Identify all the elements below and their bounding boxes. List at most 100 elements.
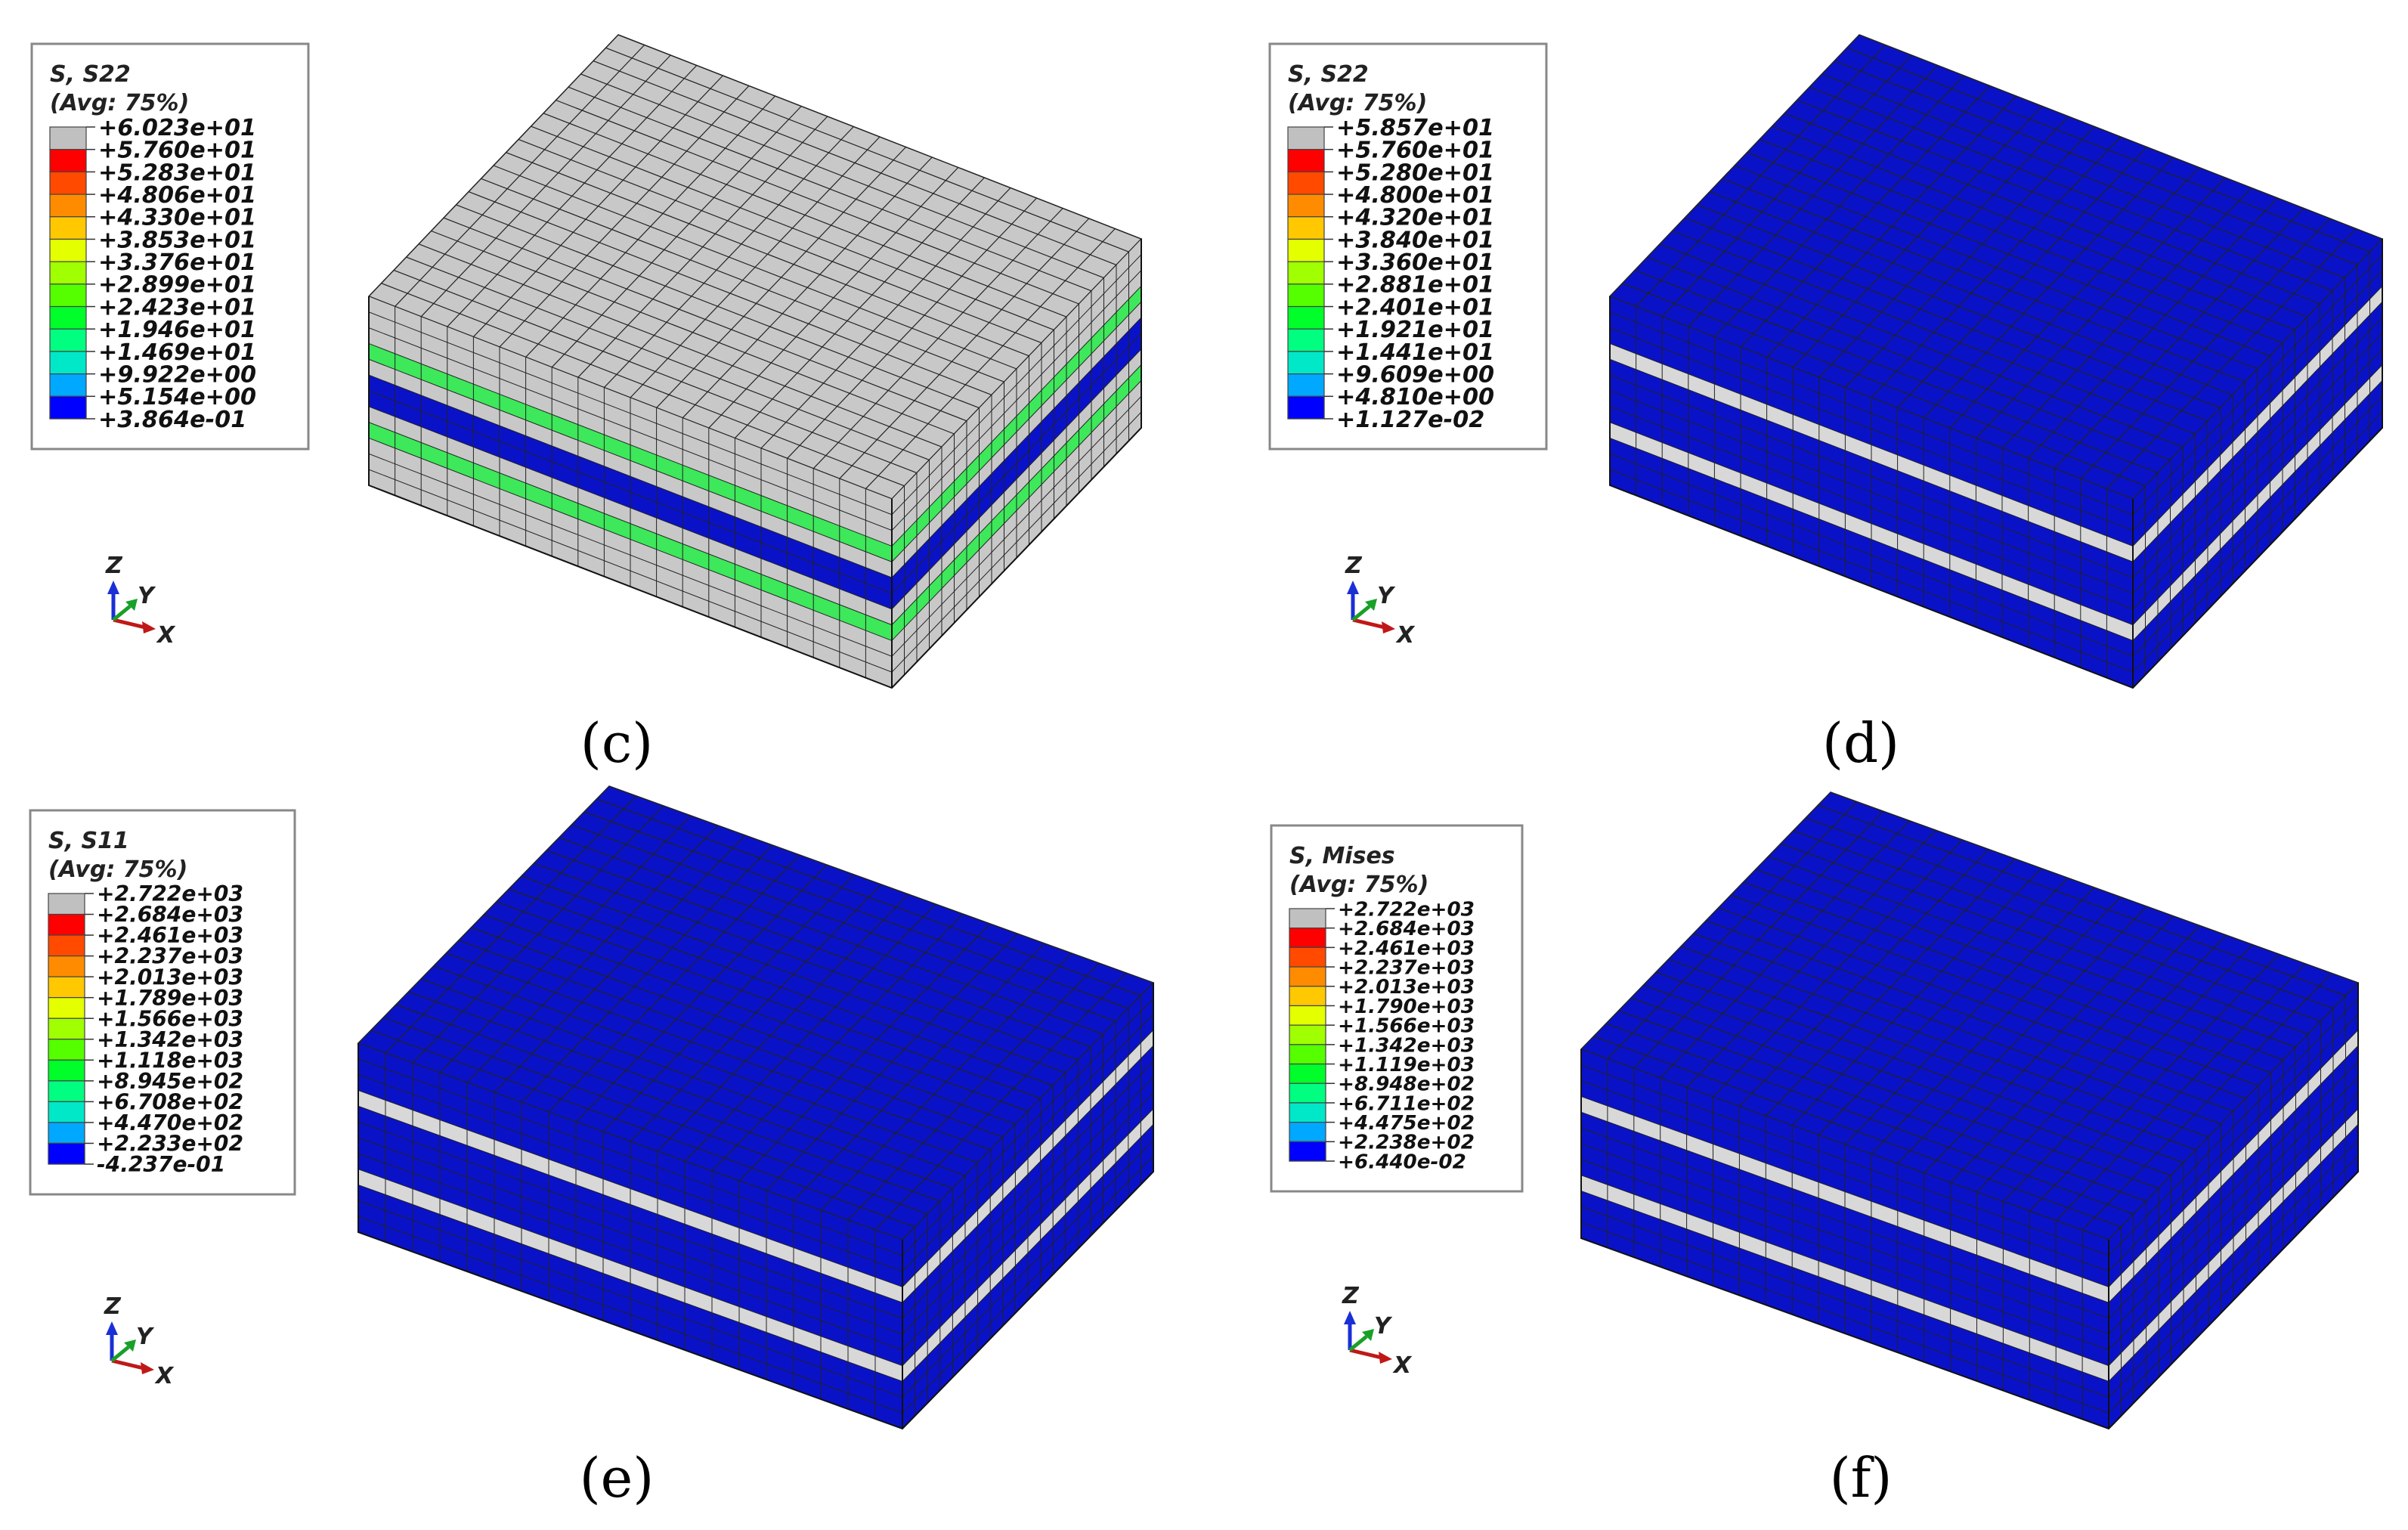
legend-value: +4.800e+01 [1336,182,1494,209]
mesh-line [420,978,966,1176]
y-axis-label: Y [138,583,156,609]
legend-swatch [1287,194,1325,218]
legend-subtitle: (Avg: 75%) [1289,872,1428,898]
x-axis-label: X [1395,622,1416,649]
legend-swatch [1289,1122,1326,1142]
mesh-line [1630,997,2159,1189]
legend-swatch [1289,908,1326,929]
mesh-line [433,965,978,1163]
legend-value: +8.948e+02 [1338,1073,1475,1096]
legend-subtitle: (Avg: 75%) [50,90,189,116]
mesh-line [1784,113,2308,317]
y-axis-arrow [1351,605,1371,621]
legend-swatch [1289,1082,1326,1104]
mesh-line [580,73,1104,279]
mesh-line [1622,283,2146,487]
mesh-line [406,256,930,460]
mesh-line [1821,73,2345,279]
mesh-line [445,952,991,1151]
legend-swatch [1287,373,1325,397]
legend-value: +5.283e+01 [98,160,256,186]
mesh-line [395,1004,941,1202]
mesh-line [370,1030,915,1228]
legend-value: +2.461e+03 [1338,937,1475,960]
panel-d: S, S22(Avg: 75%)+5.857e+01+5.760e+01+5.2… [1268,34,2384,775]
legend-value: -4.237e-01 [97,1152,225,1177]
legend-value: +2.722e+03 [1338,898,1475,921]
legend-swatch [49,194,87,218]
legend-value: +2.237e+03 [97,944,243,969]
mesh-line [531,125,1054,330]
legend-swatch [48,1017,85,1040]
mesh-line [1705,920,2234,1112]
legend-value: +1.118e+03 [97,1048,243,1073]
legend-swatch [1287,328,1325,352]
legend-value: +4.810e+00 [1336,384,1494,410]
mesh-line [1793,830,2321,1022]
legend-swatch [1287,216,1325,240]
legend-swatch [48,1122,85,1144]
legend-value: +9.609e+00 [1336,362,1494,389]
mesh-line [1743,881,2271,1073]
mesh-line [493,165,1017,370]
legend-value: +2.461e+03 [97,923,243,948]
legend-swatch [1287,351,1325,375]
mesh-line [1605,1023,2134,1215]
mesh-line [1680,946,2209,1138]
legend-title: S, S22 [1288,61,1369,88]
legend-swatch [48,1039,85,1061]
x-axis-arrow [1349,1348,1382,1360]
legend-swatch [48,934,85,957]
mesh-line [1797,99,2320,305]
legend-value: +1.342e+03 [97,1027,243,1052]
mesh-line [596,798,1141,996]
mesh-line [556,99,1079,305]
mesh-line [1722,178,2246,382]
legend-value: +6.711e+02 [1338,1092,1475,1115]
panel-caption: (d) [1822,711,1899,775]
y-arrowhead [125,599,138,611]
legend-swatch [48,913,85,936]
legend-swatch [1287,283,1325,308]
x-axis-arrow [1352,618,1385,630]
legend-subtitle: (Avg: 75%) [48,856,187,883]
legend-value: +2.233e+02 [97,1132,243,1157]
legend-value: +2.013e+03 [97,965,243,990]
legend-value: +2.237e+03 [1338,957,1475,980]
panel-caption: (e) [580,1446,655,1510]
legend: S, Mises(Avg: 75%)+2.722e+03+2.684e+03+2… [1270,824,1524,1193]
legend-value: +5.857e+01 [1336,115,1494,141]
legend-swatch [49,238,87,262]
legend-value: +6.440e-02 [1338,1151,1466,1173]
mesh-line [508,888,1054,1086]
legend-value: +5.760e+01 [98,138,256,164]
y-arrowhead [124,1340,136,1352]
legend-swatch [1289,1044,1326,1065]
legend-value: +2.401e+01 [1336,294,1494,321]
z-axis-label: Z [104,1293,122,1320]
legend-swatch [1287,126,1325,150]
legend-swatch [48,1059,85,1082]
mesh-line [1693,933,2221,1125]
mesh-line [496,901,1041,1099]
mesh-line [1659,243,2184,448]
y-axis-arrow [1348,1335,1368,1352]
x-axis-arrow [113,618,146,630]
mesh-block [357,785,1155,1430]
x-axis-label: X [154,1363,175,1389]
legend-swatch [49,261,87,285]
mesh-line [1718,907,2246,1099]
mesh-line [534,863,1079,1061]
legend-swatch [49,216,87,240]
legend-value: +4.320e+01 [1336,205,1494,231]
legend-value: +3.376e+01 [98,249,256,276]
legend-swatch [1287,261,1325,285]
mesh-line [1593,1036,2122,1228]
z-axis-label: Z [105,553,123,579]
legend-value: +4.470e+02 [97,1110,243,1135]
y-axis-label: Y [1377,583,1396,609]
mesh-line [381,283,905,487]
legend-swatch [49,328,87,352]
legend-swatch [49,171,87,195]
legend-swatch [48,976,85,999]
